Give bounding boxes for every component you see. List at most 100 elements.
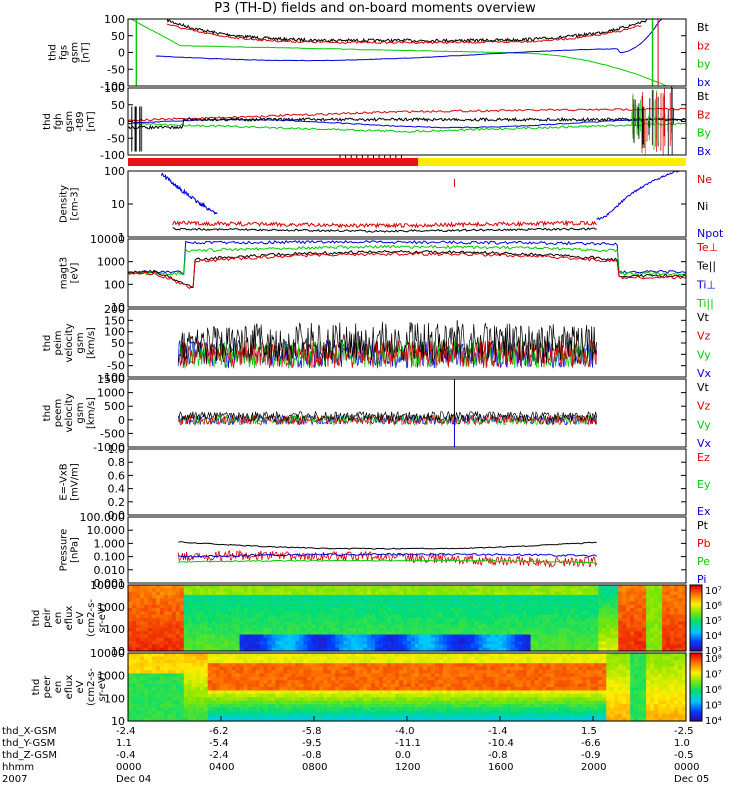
spectrogram-cell bbox=[175, 659, 181, 664]
spectrogram-cell bbox=[391, 693, 396, 698]
spectrogram-cell bbox=[462, 588, 468, 593]
series-Vt bbox=[177, 321, 598, 365]
spectrogram-cell bbox=[303, 591, 308, 596]
spectrogram-cell bbox=[514, 624, 520, 629]
spectrogram-cell bbox=[275, 601, 281, 606]
y-tick-label: 100 bbox=[104, 623, 125, 636]
spectrogram-cell bbox=[514, 627, 520, 632]
spectrogram-cell bbox=[546, 621, 552, 626]
spectrogram-cell bbox=[247, 710, 253, 715]
y-axis-label: thd bbox=[42, 113, 53, 130]
spectrogram-cell bbox=[307, 656, 312, 661]
spectrogram-cell bbox=[143, 641, 149, 645]
spectrogram-cell bbox=[175, 697, 181, 702]
spectrogram-cell bbox=[586, 614, 591, 619]
spectrogram-cell bbox=[283, 663, 289, 668]
spectrogram-cell bbox=[143, 687, 149, 691]
spectrogram-cell bbox=[538, 634, 544, 639]
spectrogram-cell bbox=[143, 608, 149, 612]
spectrogram-cell bbox=[478, 611, 484, 616]
spectrogram-cell bbox=[458, 585, 464, 589]
spectrogram-cell bbox=[462, 656, 468, 661]
spectrogram-cell bbox=[574, 594, 579, 599]
spectrogram-cell bbox=[251, 707, 257, 712]
spectrogram-cell bbox=[355, 608, 360, 612]
spectrogram-cell bbox=[251, 588, 257, 593]
legend-entry-by: by bbox=[697, 58, 711, 71]
spectrogram-cell bbox=[478, 714, 484, 719]
spectrogram-cell bbox=[466, 687, 472, 691]
spectrogram-cell bbox=[235, 697, 241, 702]
spectrogram-cell bbox=[331, 659, 336, 664]
spectrogram-cell bbox=[243, 647, 249, 652]
spectrogram-cell bbox=[379, 653, 384, 657]
spectrogram-cell bbox=[303, 594, 308, 599]
spectrogram-cell bbox=[434, 714, 440, 719]
spectrogram-cell bbox=[175, 700, 181, 705]
spectrogram-cell bbox=[650, 585, 655, 589]
spectrogram-cell bbox=[167, 690, 173, 695]
spectrogram-cell bbox=[159, 588, 165, 593]
spectrogram-cell bbox=[418, 611, 424, 616]
spectrogram-cell bbox=[383, 598, 388, 603]
spectrogram-cell bbox=[255, 634, 261, 639]
spectrogram-cell bbox=[183, 627, 189, 632]
spectrogram-cell bbox=[391, 653, 396, 657]
spectrogram-cell bbox=[327, 637, 332, 642]
spectrogram-cell bbox=[514, 588, 520, 593]
spectrogram-cell bbox=[243, 641, 249, 645]
spectrogram-cell bbox=[215, 700, 221, 705]
spectrogram-cell bbox=[183, 714, 189, 719]
spectrogram-cell bbox=[315, 707, 320, 712]
spectrogram-cell bbox=[167, 666, 173, 671]
spectrogram-cell bbox=[391, 624, 396, 629]
spectrogram-cell bbox=[359, 670, 364, 674]
spectrogram-cell bbox=[319, 690, 324, 695]
spectrogram-cell bbox=[578, 641, 583, 645]
spectrogram-cell bbox=[279, 601, 285, 606]
spectrogram-cell bbox=[383, 704, 388, 708]
spectrogram-cell bbox=[474, 697, 480, 702]
spectrogram-cell bbox=[414, 588, 420, 593]
spectrogram-cell bbox=[650, 614, 655, 619]
spectrogram-cell bbox=[462, 604, 468, 609]
spectrogram-cell bbox=[128, 637, 133, 642]
spectrogram-cell bbox=[255, 690, 261, 695]
spectrogram-cell bbox=[470, 690, 476, 695]
spectrogram-cell bbox=[594, 585, 599, 589]
y-axis-label: [eV] bbox=[70, 263, 81, 284]
spectrogram-cell bbox=[359, 647, 364, 652]
spectrogram-cell bbox=[566, 614, 572, 619]
spectrogram-cell bbox=[151, 608, 157, 612]
spectrogram-cell bbox=[171, 653, 177, 657]
spectrogram-cell bbox=[403, 707, 408, 712]
spectrogram-cell bbox=[339, 714, 344, 719]
spectrogram-cell bbox=[454, 634, 460, 639]
spectrogram-cell bbox=[303, 647, 308, 652]
spectrogram-cell bbox=[375, 676, 380, 681]
spectrogram-cell bbox=[486, 585, 492, 589]
spectrogram-cell bbox=[191, 687, 197, 691]
spectrogram-electrons bbox=[127, 652, 687, 722]
spectrogram-cell bbox=[143, 631, 149, 636]
spectrogram-cell bbox=[143, 697, 149, 702]
spectrogram-cell bbox=[187, 611, 193, 616]
spectrogram-cell bbox=[243, 676, 249, 681]
spectrogram-cell bbox=[359, 621, 364, 626]
spectrogram-cell bbox=[438, 601, 444, 606]
spectrogram-cell bbox=[139, 670, 145, 674]
spectrogram-cell bbox=[454, 710, 460, 715]
spectrogram-cell bbox=[666, 644, 671, 649]
spectrogram-cell bbox=[327, 598, 332, 603]
spectrogram-cell bbox=[239, 644, 245, 649]
spectrogram-cell bbox=[291, 611, 296, 616]
spectrogram-cell bbox=[335, 673, 340, 678]
spectrogram-cell bbox=[407, 659, 412, 664]
spectrogram-cell bbox=[167, 614, 173, 619]
spectrogram-cell bbox=[570, 604, 575, 609]
spectrogram-cell bbox=[203, 631, 209, 636]
spectrogram-cell bbox=[211, 611, 217, 616]
spectrogram-cell bbox=[506, 621, 512, 626]
spectrogram-cell bbox=[327, 670, 332, 674]
spectrogram-cell bbox=[582, 604, 587, 609]
